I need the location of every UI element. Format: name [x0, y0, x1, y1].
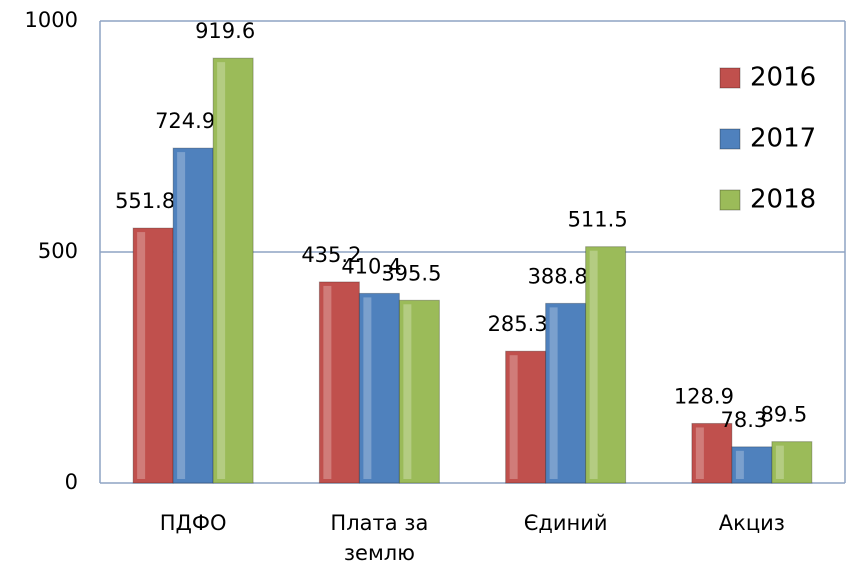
- bar-shade: [509, 355, 518, 479]
- value-label: 128.9: [674, 384, 734, 408]
- value-label: 410.4: [341, 254, 401, 278]
- value-label: 285.3: [488, 312, 548, 336]
- bar-shade: [403, 304, 412, 479]
- legend-label: 2016: [750, 63, 816, 93]
- x-tick-label: Єдиний: [523, 511, 608, 535]
- legend-swatch: [719, 128, 741, 150]
- legend-swatch: [719, 67, 741, 89]
- bar: [691, 422, 733, 484]
- bar: [212, 57, 254, 484]
- bar-shade: [363, 297, 372, 479]
- bar-shade: [137, 232, 146, 479]
- bar: [585, 246, 627, 484]
- value-label: 78.3: [720, 408, 767, 432]
- bar-shade: [775, 445, 784, 479]
- x-tick-label: Плата за землю: [330, 511, 429, 565]
- bar: [172, 147, 214, 484]
- value-label: 388.8: [528, 264, 588, 288]
- value-label: 89.5: [760, 403, 807, 427]
- y-tick-label: 1000: [25, 8, 78, 32]
- legend-label: 2017: [750, 124, 816, 154]
- bar: [731, 446, 773, 484]
- bar-shade: [177, 152, 186, 480]
- value-label: 551.8: [115, 189, 175, 213]
- value-label: 724.9: [155, 109, 215, 133]
- bar: [398, 299, 440, 484]
- value-label: 919.6: [195, 19, 255, 43]
- bar: [132, 227, 174, 484]
- value-label: 395.5: [381, 261, 441, 285]
- bar-shade: [695, 427, 704, 479]
- bar: [505, 350, 547, 484]
- bar-shade: [735, 450, 744, 479]
- y-tick-label: 0: [65, 470, 78, 494]
- bar-shade: [217, 62, 226, 479]
- value-label: 435.2: [301, 243, 361, 267]
- bar-shade: [589, 250, 598, 479]
- bar-shade: [549, 307, 558, 479]
- bar: [771, 441, 813, 484]
- bar: [318, 281, 360, 484]
- legend-swatch: [719, 189, 741, 211]
- x-tick-label: ПДФО: [159, 511, 227, 535]
- legend-label: 2018: [750, 185, 816, 215]
- y-tick-label: 500: [38, 239, 78, 263]
- value-label: 511.5: [568, 208, 628, 232]
- bar-shade: [323, 285, 332, 479]
- x-tick-label: Акциз: [718, 511, 785, 535]
